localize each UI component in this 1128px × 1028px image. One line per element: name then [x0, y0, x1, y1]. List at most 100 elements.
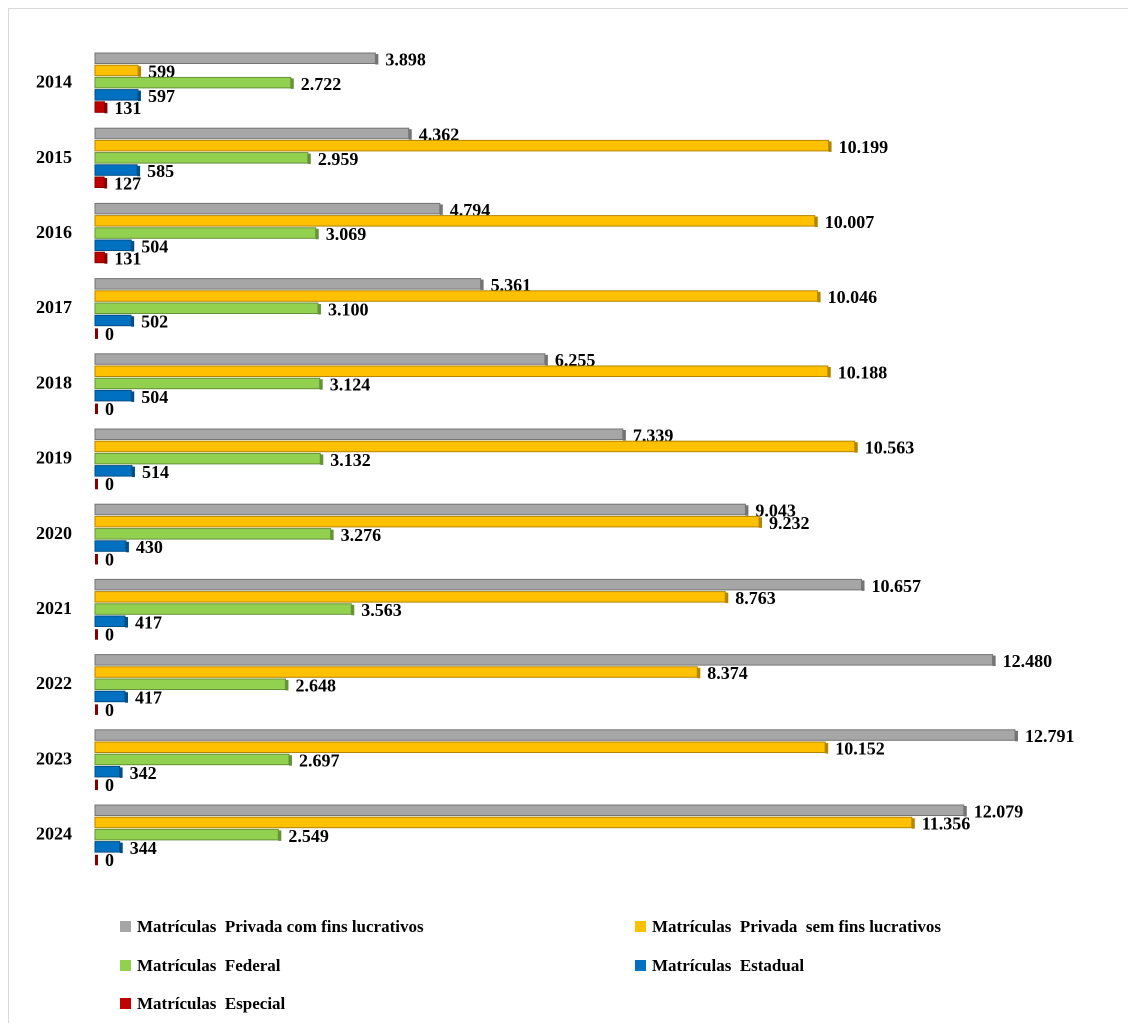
bar-cap: [104, 178, 107, 189]
year-label: 2018: [36, 372, 72, 392]
bar: [95, 291, 818, 302]
year-label: 2022: [36, 673, 72, 693]
bar-cap: [278, 830, 281, 841]
bar: [95, 655, 993, 666]
data-label: 10.046: [828, 287, 878, 307]
bar-cap: [320, 454, 323, 465]
bar: [95, 754, 289, 765]
bar: [95, 128, 409, 139]
bar: [95, 516, 759, 527]
year-label: 2015: [36, 147, 72, 167]
data-label: 3.898: [385, 49, 426, 69]
bar: [95, 140, 829, 151]
bar: [95, 529, 331, 540]
bar-cap: [120, 843, 123, 854]
data-label: 10.152: [835, 738, 885, 758]
data-label: 0: [105, 474, 114, 494]
bar-cap: [623, 430, 626, 441]
bar-cap: [131, 391, 134, 402]
data-label: 2.697: [299, 751, 340, 771]
bar: [95, 441, 855, 452]
bar-cap: [131, 316, 134, 327]
bar-cap: [104, 103, 107, 114]
bar-cap: [855, 442, 858, 453]
legend-swatch: [120, 998, 131, 1009]
data-label: 0: [105, 324, 114, 344]
bar-cap: [291, 78, 294, 89]
data-label: 131: [114, 249, 141, 269]
data-label: 10.657: [872, 576, 922, 596]
year-label: 2019: [36, 448, 72, 468]
data-label: 502: [141, 312, 168, 332]
data-label: 10.188: [838, 362, 888, 382]
bar-cap: [993, 656, 996, 667]
bar-cap: [95, 629, 98, 640]
bar-cap: [289, 755, 292, 766]
year-label: 2024: [36, 824, 72, 844]
bar: [95, 829, 278, 840]
data-label: 0: [105, 850, 114, 870]
bar-cap: [409, 129, 412, 140]
year-label: 2017: [36, 297, 72, 317]
bar: [95, 279, 481, 290]
bar: [95, 102, 104, 113]
bar-cap: [697, 668, 700, 679]
bar-cap: [132, 467, 135, 478]
data-label: 3.124: [330, 375, 371, 395]
legend-swatch: [120, 960, 131, 971]
bar: [95, 177, 104, 188]
bar-cap: [725, 593, 728, 604]
legend-swatch: [635, 960, 646, 971]
bar-cap: [320, 379, 323, 390]
data-label: 0: [105, 700, 114, 720]
bar-cap: [818, 292, 821, 303]
bar: [95, 153, 308, 164]
data-label: 3.563: [361, 600, 402, 620]
bar: [95, 378, 320, 389]
year-label: 2021: [36, 598, 72, 618]
bar-cap: [828, 367, 831, 378]
data-label: 127: [114, 173, 141, 193]
bar: [95, 453, 320, 464]
data-label: 514: [142, 462, 169, 482]
bar-cap: [745, 505, 748, 516]
bar-cap: [308, 154, 311, 165]
bar-cap: [351, 605, 354, 616]
bar-cap: [138, 66, 141, 77]
data-label: 504: [141, 387, 168, 407]
bar: [95, 667, 697, 678]
year-label: 2020: [36, 523, 72, 543]
bar-cap: [120, 767, 123, 778]
bar-cap: [95, 404, 98, 415]
bar-cap: [375, 54, 378, 65]
data-label: 12.791: [1025, 726, 1075, 746]
data-label: 2.959: [318, 149, 359, 169]
bar-cap: [95, 855, 98, 866]
bar-cap: [825, 743, 828, 754]
legend-label: Matrículas Federal: [137, 956, 281, 975]
legend-label: Matrículas Privada sem fins lucrativos: [652, 917, 941, 936]
data-label: 0: [105, 549, 114, 569]
data-label: 9.232: [769, 513, 810, 533]
data-label: 3.132: [330, 450, 371, 470]
bar: [95, 354, 545, 365]
bar: [95, 817, 912, 828]
data-label: 10.007: [825, 212, 875, 232]
data-label: 0: [105, 775, 114, 795]
legend-label: Matrículas Privada com fins lucrativos: [137, 917, 424, 936]
bar-cap: [331, 530, 334, 541]
data-label: 12.480: [1003, 651, 1052, 671]
bar: [95, 65, 138, 76]
bar-cap: [759, 517, 762, 528]
data-label: 8.374: [707, 663, 748, 683]
data-label: 10.563: [865, 438, 915, 458]
bar: [95, 303, 318, 314]
data-label: 0: [105, 625, 114, 645]
legend-label: Matrículas Estadual: [652, 956, 804, 975]
data-label: 2.722: [301, 74, 342, 94]
data-label: 12.079: [974, 801, 1024, 821]
bar-cap: [125, 692, 128, 703]
data-label: 342: [130, 763, 157, 783]
bar-cap: [318, 304, 321, 315]
